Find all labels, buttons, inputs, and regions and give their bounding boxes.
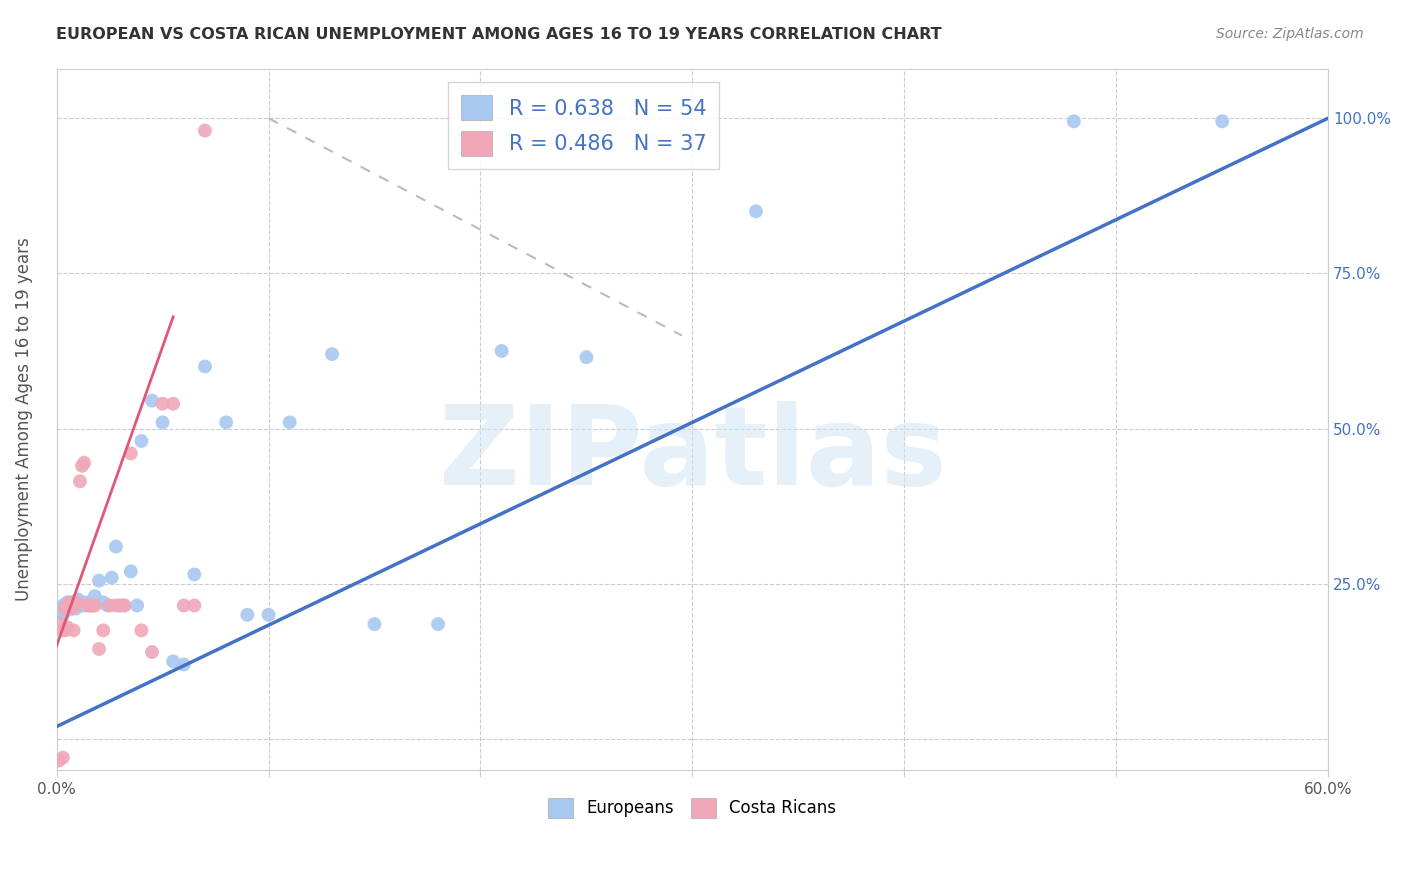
Point [98,599,121,613]
Point [120,446,142,460]
Point [131,624,153,638]
Point [62,599,84,613]
Point [104,599,127,613]
Point [58,595,80,609]
Point [60,595,83,609]
Point [321,347,343,361]
Point [58,601,80,615]
Point [53,624,76,638]
Point [60,601,83,615]
Point [69,599,91,613]
Point [1063,114,1085,128]
Point [56,595,79,609]
Point [73,456,96,470]
Point [108,599,131,613]
Point [363,617,385,632]
Point [91,595,114,609]
Point [49,617,72,632]
Point [66,595,89,609]
Point [87,642,110,657]
Point [73,595,96,609]
Point [52,624,75,638]
Point [52,750,75,764]
Point [141,645,163,659]
Point [108,599,131,613]
Point [60,599,83,613]
Point [53,599,76,613]
Point [69,475,91,489]
Point [236,607,259,622]
Point [183,567,205,582]
Point [83,589,105,603]
Point [79,599,101,613]
Point [75,599,97,613]
Point [1211,114,1233,128]
Point [120,565,142,579]
Point [62,624,84,638]
Point [127,599,149,613]
Point [194,359,217,374]
Point [183,599,205,613]
Point [56,620,79,634]
Text: ZIPatlas: ZIPatlas [439,401,946,508]
Point [58,599,80,613]
Point [152,416,174,430]
Point [52,599,75,613]
Point [131,434,153,448]
Point [48,754,70,768]
Point [491,343,513,358]
Point [65,599,87,613]
Point [62,599,84,613]
Point [141,393,163,408]
Point [87,574,110,588]
Point [79,599,101,613]
Point [77,599,100,613]
Point [56,599,79,613]
Point [62,599,84,613]
Point [162,654,184,668]
Point [427,617,450,632]
Point [65,599,87,613]
Point [58,599,80,613]
Point [257,607,280,622]
Point [215,416,238,430]
Text: Source: ZipAtlas.com: Source: ZipAtlas.com [1216,27,1364,41]
Point [96,599,118,613]
Point [56,599,79,613]
Point [70,458,93,473]
Point [53,605,76,619]
Point [104,540,127,554]
Point [278,416,301,430]
Point [173,657,195,672]
Point [60,601,83,615]
Point [194,123,217,137]
Point [112,599,135,613]
Point [49,601,72,615]
Point [152,397,174,411]
Point [82,599,104,613]
Text: EUROPEAN VS COSTA RICAN UNEMPLOYMENT AMONG AGES 16 TO 19 YEARS CORRELATION CHART: EUROPEAN VS COSTA RICAN UNEMPLOYMENT AMO… [56,27,942,42]
Point [100,570,122,584]
Legend: Europeans, Costa Ricans: Europeans, Costa Ricans [541,791,844,825]
Point [112,599,135,613]
Point [77,595,100,609]
Point [70,599,93,613]
Point [66,599,89,613]
Point [173,599,195,613]
Point [162,397,184,411]
Point [53,601,76,615]
Point [91,624,114,638]
Point [52,607,75,622]
Point [66,592,89,607]
Point [575,350,598,364]
Point [745,204,768,219]
Point [56,601,79,615]
Point [48,605,70,619]
Point [83,599,105,613]
Y-axis label: Unemployment Among Ages 16 to 19 years: Unemployment Among Ages 16 to 19 years [15,237,32,601]
Point [65,601,87,615]
